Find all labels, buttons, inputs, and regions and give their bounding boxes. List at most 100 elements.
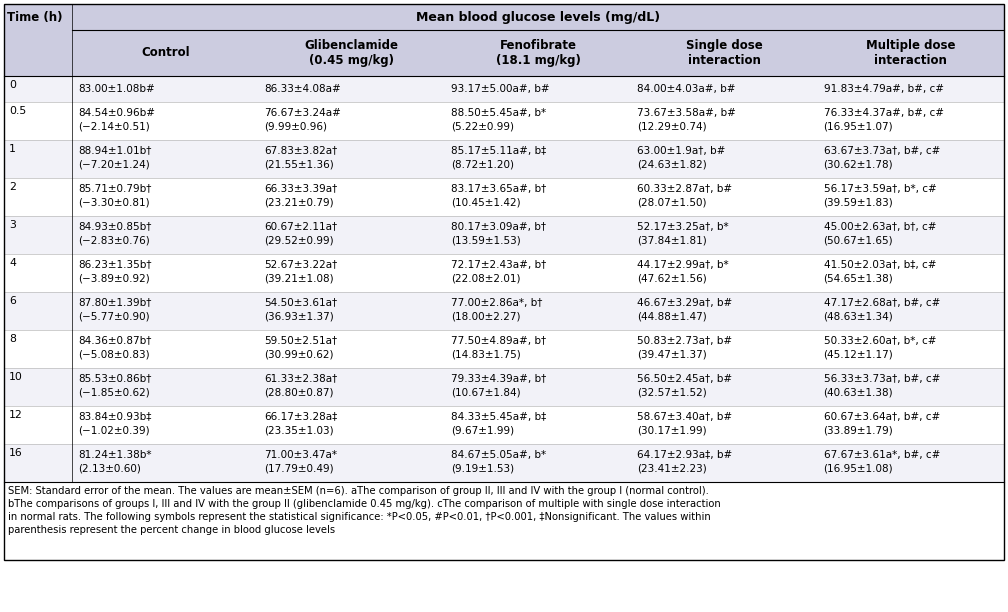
Text: (23.35±1.03): (23.35±1.03) <box>264 426 334 436</box>
Text: 84.67±5.05a#, b*: 84.67±5.05a#, b* <box>451 450 546 460</box>
Text: SEM: Standard error of the mean. The values are mean±SEM (n=6). aThe comparison : SEM: Standard error of the mean. The val… <box>8 486 709 496</box>
Text: in normal rats. The following symbols represent the statistical significance: *P: in normal rats. The following symbols re… <box>8 512 711 522</box>
Text: (28.80±0.87): (28.80±0.87) <box>264 387 334 398</box>
Text: 56.50±2.45a†, b#: 56.50±2.45a†, b# <box>637 374 733 384</box>
Bar <box>4 76 1004 102</box>
Text: 50.83±2.73a†, b#: 50.83±2.73a†, b# <box>637 335 733 346</box>
Text: (39.47±1.37): (39.47±1.37) <box>637 349 707 360</box>
Bar <box>4 330 1004 368</box>
Text: 77.50±4.89a#, b†: 77.50±4.89a#, b† <box>451 335 546 346</box>
Text: (13.59±1.53): (13.59±1.53) <box>451 236 520 245</box>
Text: (17.79±0.49): (17.79±0.49) <box>264 464 334 474</box>
Text: 56.17±3.59a†, b*, c#: 56.17±3.59a†, b*, c# <box>824 184 936 193</box>
Text: 85.53±0.86b†: 85.53±0.86b† <box>78 374 151 384</box>
Text: 83.17±3.65a#, b†: 83.17±3.65a#, b† <box>451 184 546 193</box>
Text: (24.63±1.82): (24.63±1.82) <box>637 160 707 170</box>
Text: 80.17±3.09a#, b†: 80.17±3.09a#, b† <box>451 222 545 231</box>
Text: 3: 3 <box>9 220 16 230</box>
Text: 16: 16 <box>9 448 23 458</box>
Text: (32.57±1.52): (32.57±1.52) <box>637 387 707 398</box>
Text: 52.67±3.22a†: 52.67±3.22a† <box>264 259 338 270</box>
Bar <box>4 482 1004 560</box>
Text: (2.13±0.60): (2.13±0.60) <box>78 464 141 474</box>
Text: (5.22±0.99): (5.22±0.99) <box>451 122 514 132</box>
Text: 88.50±5.45a#, b*: 88.50±5.45a#, b* <box>451 108 546 118</box>
Text: 66.17±3.28a‡: 66.17±3.28a‡ <box>264 412 338 422</box>
Text: 79.33±4.39a#, b†: 79.33±4.39a#, b† <box>451 374 546 384</box>
Text: 41.50±2.03a†, b‡, c#: 41.50±2.03a†, b‡, c# <box>824 259 936 270</box>
Text: 72.17±2.43a#, b†: 72.17±2.43a#, b† <box>451 259 546 270</box>
Text: Single dose
interaction: Single dose interaction <box>686 39 763 67</box>
Text: 73.67±3.58a#, b#: 73.67±3.58a#, b# <box>637 108 736 118</box>
Bar <box>4 368 1004 406</box>
Text: Fenofibrate
(18.1 mg/kg): Fenofibrate (18.1 mg/kg) <box>496 39 581 67</box>
Text: 63.00±1.9a†, b#: 63.00±1.9a†, b# <box>637 146 726 155</box>
Text: (18.00±2.27): (18.00±2.27) <box>451 312 520 322</box>
Text: (37.84±1.81): (37.84±1.81) <box>637 236 707 245</box>
Text: 59.50±2.51a†: 59.50±2.51a† <box>264 335 338 346</box>
Text: 77.00±2.86a*, b†: 77.00±2.86a*, b† <box>451 297 542 308</box>
Text: (48.63±1.34): (48.63±1.34) <box>824 312 893 322</box>
Text: 10: 10 <box>9 372 23 382</box>
Text: 76.33±4.37a#, b#, c#: 76.33±4.37a#, b#, c# <box>824 108 943 118</box>
Text: Time (h): Time (h) <box>7 10 62 23</box>
Text: 83.00±1.08b#: 83.00±1.08b# <box>78 84 155 94</box>
Text: 84.36±0.87b†: 84.36±0.87b† <box>78 335 151 346</box>
Text: 81.24±1.38b*: 81.24±1.38b* <box>78 450 151 460</box>
Text: (45.12±1.17): (45.12±1.17) <box>824 349 893 360</box>
Text: Multiple dose
interaction: Multiple dose interaction <box>866 39 956 67</box>
Text: 64.17±2.93a‡, b#: 64.17±2.93a‡, b# <box>637 450 733 460</box>
Bar <box>4 254 1004 292</box>
Text: 12: 12 <box>9 410 23 420</box>
Text: 46.67±3.29a†, b#: 46.67±3.29a†, b# <box>637 297 733 308</box>
Text: 44.17±2.99a†, b*: 44.17±2.99a†, b* <box>637 259 729 270</box>
Text: Control: Control <box>141 47 190 59</box>
Text: 8: 8 <box>9 334 16 344</box>
Text: (54.65±1.38): (54.65±1.38) <box>824 274 893 284</box>
Text: Glibenclamide
(0.45 mg/kg): Glibenclamide (0.45 mg/kg) <box>304 39 398 67</box>
Text: 47.17±2.68a†, b#, c#: 47.17±2.68a†, b#, c# <box>824 297 940 308</box>
Bar <box>4 102 1004 140</box>
Text: (30.62±1.78): (30.62±1.78) <box>824 160 893 170</box>
Text: 76.67±3.24a#: 76.67±3.24a# <box>264 108 342 118</box>
Bar <box>4 140 1004 178</box>
Text: (−1.02±0.39): (−1.02±0.39) <box>78 426 149 436</box>
Text: 67.67±3.61a*, b#, c#: 67.67±3.61a*, b#, c# <box>824 450 940 460</box>
Text: (12.29±0.74): (12.29±0.74) <box>637 122 707 132</box>
Text: 61.33±2.38a†: 61.33±2.38a† <box>264 374 338 384</box>
Text: 1: 1 <box>9 144 16 154</box>
Text: (10.67±1.84): (10.67±1.84) <box>451 387 520 398</box>
Text: 4: 4 <box>9 258 16 268</box>
Text: 93.17±5.00a#, b#: 93.17±5.00a#, b# <box>451 84 549 94</box>
Bar <box>4 216 1004 254</box>
Text: 88.94±1.01b†: 88.94±1.01b† <box>78 146 151 155</box>
Text: bThe comparisons of groups I, III and IV with the group II (glibenclamide 0.45 m: bThe comparisons of groups I, III and IV… <box>8 499 721 509</box>
Text: 84.00±4.03a#, b#: 84.00±4.03a#, b# <box>637 84 736 94</box>
Text: 84.33±5.45a#, b‡: 84.33±5.45a#, b‡ <box>451 412 546 422</box>
Text: (40.63±1.38): (40.63±1.38) <box>824 387 893 398</box>
Text: 52.17±3.25a†, b*: 52.17±3.25a†, b* <box>637 222 729 231</box>
Text: 58.67±3.40a†, b#: 58.67±3.40a†, b# <box>637 412 733 422</box>
Text: 60.67±2.11a†: 60.67±2.11a† <box>264 222 338 231</box>
Text: (22.08±2.01): (22.08±2.01) <box>451 274 520 284</box>
Text: 2: 2 <box>9 182 16 192</box>
Text: 67.83±3.82a†: 67.83±3.82a† <box>264 146 338 155</box>
Text: (50.67±1.65): (50.67±1.65) <box>824 236 893 245</box>
Text: (16.95±1.08): (16.95±1.08) <box>824 464 893 474</box>
Text: 84.54±0.96b#: 84.54±0.96b# <box>78 108 155 118</box>
Text: 71.00±3.47a*: 71.00±3.47a* <box>264 450 338 460</box>
Text: (14.83±1.75): (14.83±1.75) <box>451 349 520 360</box>
Text: (9.67±1.99): (9.67±1.99) <box>451 426 514 436</box>
Text: 91.83±4.79a#, b#, c#: 91.83±4.79a#, b#, c# <box>824 84 943 94</box>
Text: (47.62±1.56): (47.62±1.56) <box>637 274 707 284</box>
Text: (9.99±0.96): (9.99±0.96) <box>264 122 328 132</box>
Text: (30.99±0.62): (30.99±0.62) <box>264 349 334 360</box>
Text: (−1.85±0.62): (−1.85±0.62) <box>78 387 150 398</box>
Text: 84.93±0.85b†: 84.93±0.85b† <box>78 222 151 231</box>
Text: (−2.14±0.51): (−2.14±0.51) <box>78 122 150 132</box>
Bar <box>4 444 1004 482</box>
Text: (10.45±1.42): (10.45±1.42) <box>451 198 520 207</box>
Text: (44.88±1.47): (44.88±1.47) <box>637 312 707 322</box>
Text: 86.33±4.08a#: 86.33±4.08a# <box>264 84 341 94</box>
Text: 45.00±2.63a†, b†, c#: 45.00±2.63a†, b†, c# <box>824 222 936 231</box>
